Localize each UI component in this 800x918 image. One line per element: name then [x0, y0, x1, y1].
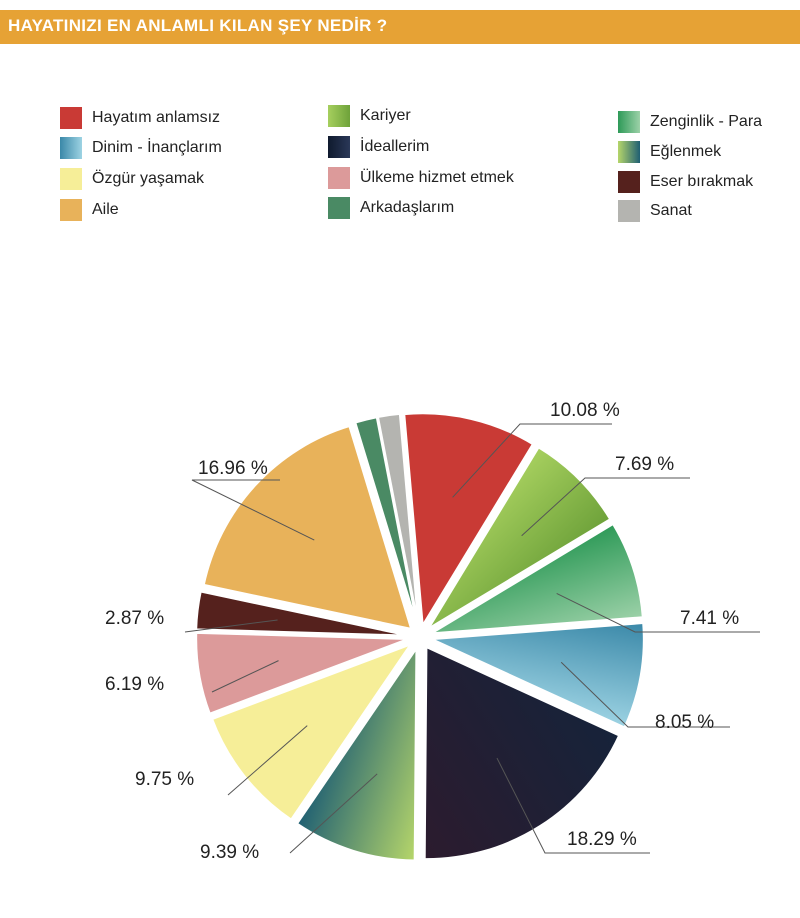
data-label-aile: 16.96 % [198, 458, 268, 479]
data-label-eser-birakmak: 2.87 % [105, 608, 164, 629]
data-label-hayatim-anlamsiz: 10.08 % [550, 400, 620, 421]
data-label-zenginlik-para: 7.41 % [680, 608, 739, 629]
data-label-ulkeme-hizmet-etmek: 6.19 % [105, 674, 164, 695]
data-label-eglenmek: 9.39 % [200, 842, 259, 863]
data-label-kariyer: 7.69 % [615, 454, 674, 475]
data-label-ozgur-yasamak: 9.75 % [135, 769, 194, 790]
data-label-i-deallerim: 18.29 % [567, 829, 637, 850]
data-label-dinim-i-nanclarim: 8.05 % [655, 712, 714, 733]
